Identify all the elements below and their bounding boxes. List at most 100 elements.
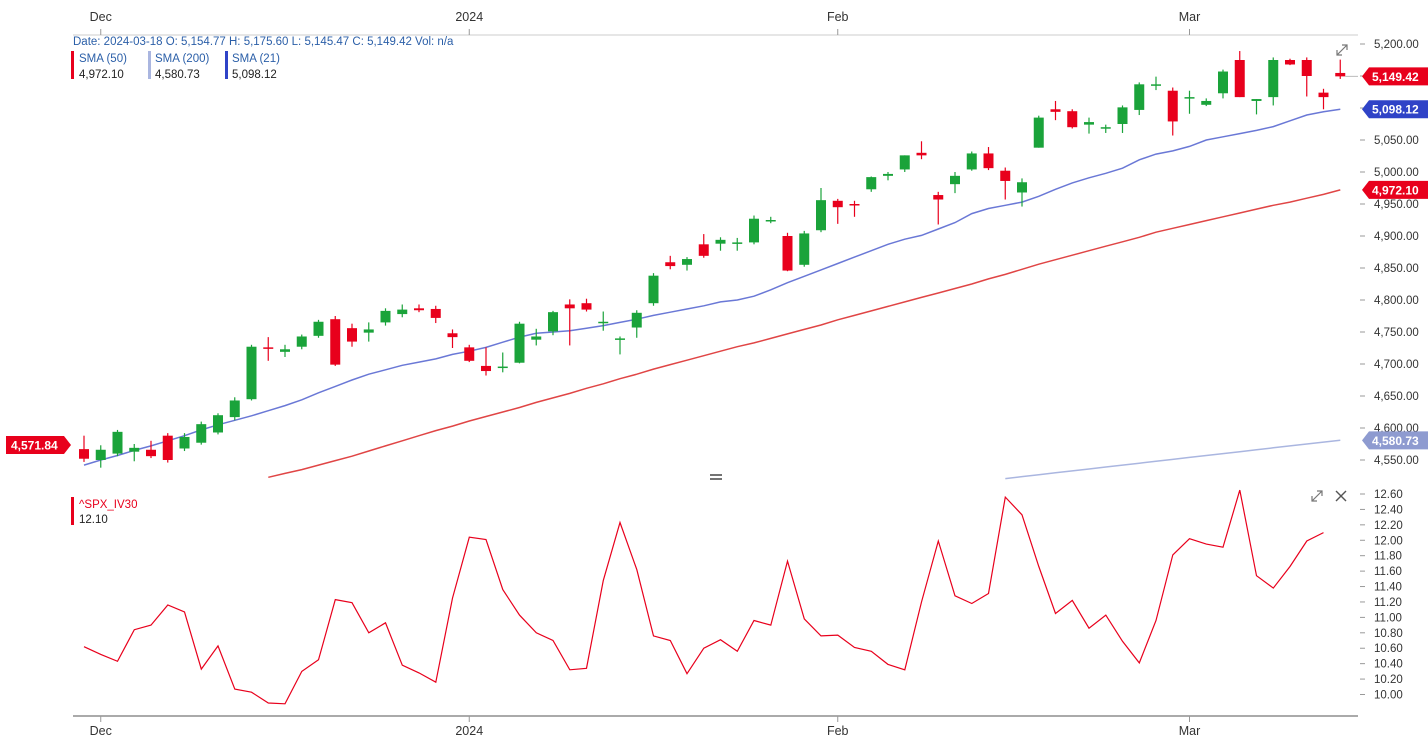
candle [464, 344, 475, 363]
iv-y-tick-label: 10.80 [1374, 628, 1403, 640]
candle-body [715, 239, 726, 244]
candle-body [1100, 127, 1111, 129]
sma21-tag-text: 5,098.12 [1372, 103, 1419, 117]
iv-y-tick-label: 11.20 [1374, 597, 1402, 609]
sma200-tag-text: 4,580.73 [1372, 434, 1419, 448]
candle [1134, 82, 1145, 116]
candle [514, 321, 525, 364]
candle-body [229, 400, 240, 418]
price-y-tick-label: 4,650.00 [1374, 391, 1419, 403]
candle [179, 433, 190, 452]
candle-body [246, 346, 257, 400]
x-tick-label-bottom: Dec [90, 724, 112, 738]
sma21-tag-bg [1362, 100, 1428, 119]
candle [564, 299, 575, 346]
iv-legend: ^SPX_IV30 12.10 [71, 497, 137, 526]
candle [1251, 99, 1262, 115]
candle-body [196, 424, 207, 443]
candle-body [749, 218, 759, 243]
candle-body [313, 321, 324, 336]
iv-y-tick-label: 11.40 [1374, 582, 1402, 594]
iv-y-tick-label: 12.60 [1374, 489, 1403, 501]
x-tick-label-bottom: Feb [827, 724, 849, 738]
candle-body [916, 152, 927, 156]
candle [950, 172, 960, 194]
candle [548, 310, 558, 336]
close-icon[interactable] [1335, 490, 1347, 502]
candle-body [497, 366, 508, 369]
candle-body [129, 447, 140, 452]
candle [497, 352, 508, 373]
price-y-tick-label: 5,050.00 [1374, 135, 1419, 147]
candle-body [447, 333, 458, 338]
expand-icon[interactable] [1336, 44, 1348, 56]
candle [1050, 100, 1061, 121]
candle [79, 435, 89, 462]
x-tick-label-bottom: Mar [1179, 724, 1201, 738]
price-y-tick-label: 4,900.00 [1374, 231, 1419, 243]
candle [1100, 124, 1111, 133]
candle [1201, 98, 1212, 107]
candle [481, 347, 491, 376]
iv-y-tick-label: 10.40 [1374, 659, 1403, 671]
candle-body [648, 275, 659, 304]
iv-y-tick-label: 11.60 [1374, 566, 1402, 578]
candle [849, 200, 860, 217]
candle [698, 234, 709, 258]
iv-y-tick-label: 12.20 [1374, 520, 1403, 532]
candle [1084, 117, 1094, 134]
candle [782, 232, 793, 272]
candle-body [1218, 71, 1228, 94]
sma200-line [1005, 439, 1341, 480]
candle-body [1301, 60, 1312, 76]
candle [229, 397, 240, 421]
price-y-tick-label: 4,550.00 [1374, 455, 1419, 467]
price-y-tick-label: 4,800.00 [1374, 295, 1419, 307]
candle [648, 273, 659, 306]
iv30-line [83, 489, 1324, 705]
pane-divider-handle-icon[interactable] [710, 474, 722, 480]
candle-body [1084, 122, 1094, 125]
candle [615, 336, 625, 355]
legend-sma200-name: SMA (200) [155, 53, 209, 65]
candle [213, 413, 223, 435]
candle [1151, 76, 1161, 91]
ohlc-info-line: Date: 2024-03-18 O: 5,154.77 H: 5,175.60… [73, 36, 454, 48]
candle-body [531, 336, 542, 340]
candle-body [380, 310, 391, 323]
candle-body [112, 431, 123, 454]
sma21-line [83, 108, 1341, 466]
candle [397, 304, 408, 318]
candle [1318, 88, 1329, 110]
candle [816, 188, 826, 233]
candle-body [481, 365, 491, 372]
iv-y-tick-label: 11.00 [1374, 612, 1402, 624]
legend-sma200-swatch [148, 51, 151, 79]
iv-y-tick-label: 12.00 [1374, 535, 1403, 547]
candle [1017, 178, 1027, 207]
iv-y-tick-label: 10.20 [1374, 674, 1403, 686]
candle-body [514, 323, 525, 363]
candle [1234, 51, 1245, 98]
x-tick-label-top: 2024 [455, 10, 483, 24]
candle [916, 141, 927, 160]
sma-legend: SMA (50) 4,972.10 SMA (200) 4,580.73 SMA… [71, 51, 280, 81]
candle-body [280, 349, 290, 352]
candle-body [866, 177, 877, 190]
candle-body [1067, 111, 1078, 128]
expand-icon[interactable] [1311, 490, 1323, 502]
candle-body [816, 200, 826, 231]
candle-body [414, 308, 424, 311]
candle [883, 172, 893, 181]
candle-body [548, 312, 558, 332]
x-tick-label-bottom: 2024 [455, 724, 483, 738]
candle-body [1050, 109, 1061, 112]
x-tick-label-top: Mar [1179, 10, 1201, 24]
candle [933, 191, 944, 225]
candle [1167, 87, 1178, 136]
price-y-tick-label: 5,000.00 [1374, 167, 1419, 179]
candle-body [330, 319, 341, 365]
last-close-tag-text: 5,149.42 [1372, 70, 1419, 84]
candle [430, 305, 441, 324]
sma50-tag-bg [1362, 180, 1428, 199]
